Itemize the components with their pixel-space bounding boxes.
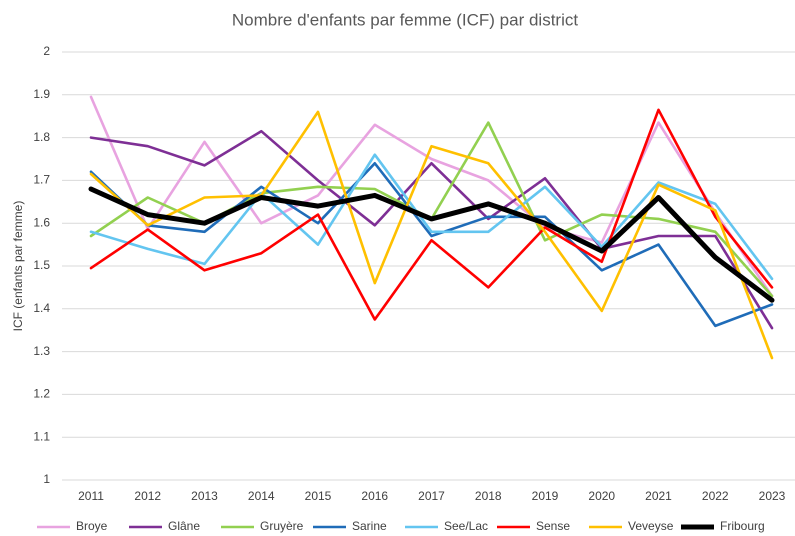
- x-tick-label: 2022: [702, 489, 729, 503]
- series-line: [89, 129, 774, 330]
- y-tick-label: 1.5: [33, 258, 50, 272]
- y-tick-label: 1: [43, 472, 50, 486]
- series-line: [89, 110, 774, 360]
- x-tick-label: 2014: [248, 489, 275, 503]
- x-tick-label: 2018: [475, 489, 502, 503]
- series-line: [89, 95, 774, 298]
- y-tick-label: 1.4: [33, 301, 50, 315]
- x-tick-label: 2023: [759, 489, 786, 503]
- y-tick-label: 1.2: [33, 387, 50, 401]
- y-tick-label: 1.6: [33, 215, 50, 229]
- legend-label: Fribourg: [720, 519, 765, 533]
- y-tick-label: 1.1: [33, 429, 50, 443]
- y-tick-label: 2: [43, 44, 50, 58]
- x-tick-label: 2011: [78, 489, 104, 503]
- x-tick-label: 2021: [645, 489, 672, 503]
- series-line: [89, 108, 774, 321]
- series-line: [89, 162, 774, 328]
- legend-label: Broye: [76, 519, 108, 533]
- y-tick-label: 1.8: [33, 130, 50, 144]
- x-tick-label: 2020: [588, 489, 615, 503]
- legend-label: Veveyse: [628, 519, 674, 533]
- legend-label: Sarine: [352, 519, 387, 533]
- legend-label: See/Lac: [444, 519, 488, 533]
- x-tick-label: 2015: [305, 489, 332, 503]
- legend-label: Sense: [536, 519, 570, 533]
- series-line: [89, 153, 774, 281]
- x-tick-label: 2016: [361, 489, 388, 503]
- y-tick-label: 1.9: [33, 87, 50, 101]
- legend-label: Glâne: [168, 519, 200, 533]
- y-tick-label: 1.3: [33, 344, 50, 358]
- legend-label: Gruyère: [260, 519, 304, 533]
- chart-title: Nombre d'enfants par femme (ICF) par dis…: [232, 10, 578, 29]
- x-tick-label: 2019: [532, 489, 559, 503]
- x-tick-label: 2013: [191, 489, 218, 503]
- series-line: [88, 186, 775, 303]
- x-tick-label: 2017: [418, 489, 445, 503]
- y-tick-label: 1.7: [33, 173, 50, 187]
- y-axis-title: ICF (enfants par femme): [11, 201, 25, 332]
- x-tick-label: 2012: [134, 489, 161, 503]
